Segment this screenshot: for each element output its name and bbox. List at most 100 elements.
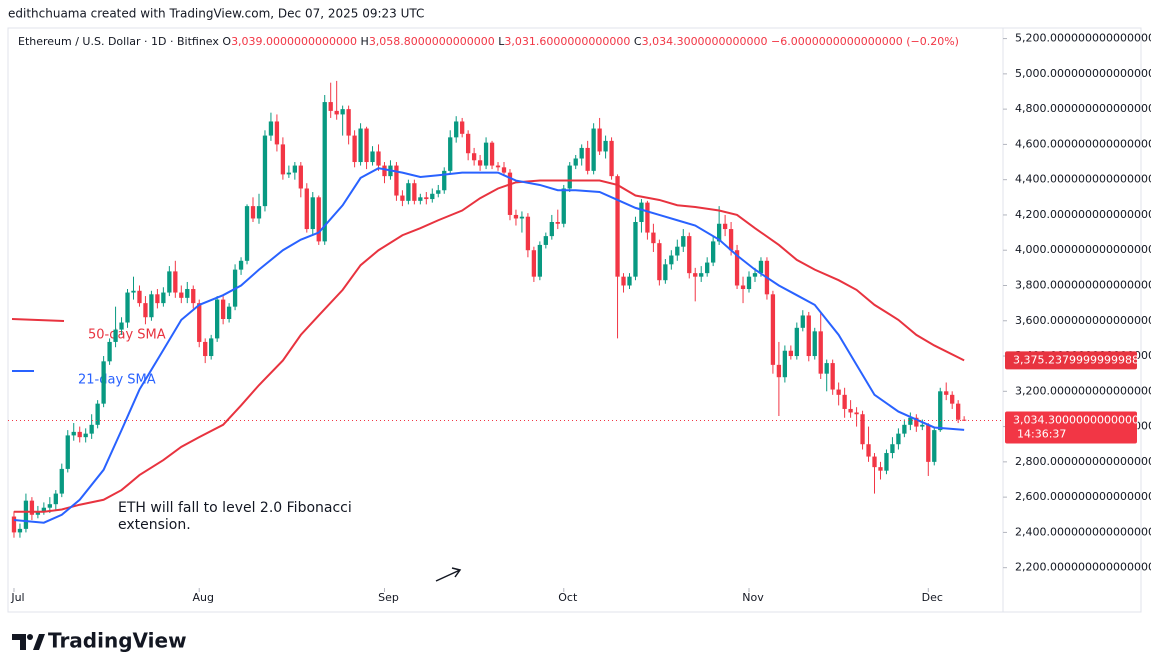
y-tick-label: 4,000.0000000000000000	[1015, 243, 1151, 256]
candle-body	[794, 327, 799, 357]
candle-body	[95, 403, 100, 425]
candle-body	[609, 140, 614, 177]
candle-body	[412, 183, 417, 201]
candle-body	[364, 128, 369, 163]
candle-body	[800, 315, 805, 328]
candle-body	[256, 206, 262, 219]
candle-body	[203, 341, 208, 357]
candle-body	[448, 137, 453, 171]
x-tick-label: Dec	[922, 591, 943, 604]
candle-body	[430, 193, 435, 200]
candle-body	[101, 361, 106, 404]
candle-body	[77, 431, 82, 438]
candle-body	[436, 190, 441, 194]
candle-body	[370, 151, 375, 163]
candle-body	[836, 389, 841, 395]
candle-body	[167, 271, 172, 293]
candle-body	[316, 197, 321, 242]
candle-body	[143, 303, 148, 318]
candle-body	[884, 453, 889, 471]
candle-body	[244, 206, 250, 261]
candle-body	[107, 341, 112, 362]
sma-line	[13, 167, 965, 524]
last-price-label: 3,034.3000000000000	[1013, 414, 1139, 427]
candle-body	[41, 507, 47, 512]
candle-body	[944, 391, 949, 395]
attribution: edithchuama created with TradingView.com…	[8, 7, 424, 21]
candle-body	[896, 433, 901, 445]
x-tick-label: Nov	[742, 591, 764, 604]
candle-body	[161, 292, 166, 304]
brand-logo	[12, 634, 45, 650]
candle-body	[669, 255, 674, 265]
candle-body	[65, 435, 70, 469]
candle-body	[705, 262, 710, 274]
candle-body	[215, 299, 220, 339]
candle-body	[902, 424, 907, 434]
sma-line	[13, 179, 965, 513]
y-tick-label: 4,400.0000000000000000	[1015, 173, 1151, 186]
annotation: ETH will fall to level 2.0 Fibonacci	[118, 500, 352, 516]
y-tick-label: 2,400.0000000000000000	[1015, 525, 1151, 538]
candle-body	[615, 176, 620, 277]
candle-body	[59, 468, 64, 494]
candle-body	[711, 241, 716, 263]
candle-body	[645, 202, 650, 233]
candle-body	[950, 394, 955, 404]
candle-body	[328, 102, 333, 111]
chart-frame	[7, 27, 1142, 613]
candle-body	[956, 403, 961, 420]
sma-price-label: 3,375.2379999999988	[1013, 353, 1139, 366]
candle-body	[938, 391, 943, 431]
candle-body	[687, 236, 692, 274]
candle-body	[699, 273, 704, 277]
candle-body	[507, 172, 513, 215]
candle-body	[537, 244, 543, 277]
candle-body	[185, 289, 190, 298]
candle-body	[716, 223, 722, 242]
candle-body	[238, 260, 244, 270]
candle-body	[543, 236, 548, 245]
candle-body	[567, 165, 572, 189]
candle-body	[872, 456, 877, 468]
candle-body	[489, 142, 495, 166]
candle-body	[657, 243, 662, 281]
candle-body	[585, 147, 590, 171]
x-tick-label: Jul	[10, 591, 24, 604]
candle-body	[352, 135, 357, 163]
candle-body	[788, 350, 793, 357]
candle-body	[149, 294, 154, 318]
candle-body	[549, 222, 554, 237]
candle-body	[914, 417, 919, 427]
candle-body	[23, 500, 29, 529]
candle-body	[866, 444, 871, 457]
candle-body	[226, 306, 232, 319]
candle-body	[376, 151, 381, 166]
y-tick-label: 3,600.0000000000000000	[1015, 314, 1151, 327]
candle-body	[597, 128, 602, 152]
candle-body	[621, 276, 626, 286]
candle-body	[818, 331, 823, 374]
countdown: 14:36:37	[1017, 428, 1066, 441]
candles	[11, 80, 967, 538]
sma50-label: 50-day SMA	[88, 328, 166, 343]
candle-body	[197, 303, 202, 342]
candle-body	[561, 188, 566, 224]
candle-body	[531, 250, 537, 277]
last-price-label-bg	[1005, 411, 1137, 444]
y-tick-label: 3,800.0000000000000000	[1015, 278, 1151, 291]
candle-body	[125, 292, 130, 323]
candle-body	[400, 195, 405, 201]
y-tick-label: 2,200.0000000000000000	[1015, 561, 1151, 574]
candle-body	[675, 246, 680, 256]
candle-body	[137, 290, 142, 304]
candle-body	[782, 350, 788, 378]
candle-body	[728, 229, 734, 251]
candle-body	[842, 394, 847, 409]
candle-body	[268, 121, 274, 136]
sma50-legend-line	[11, 318, 65, 322]
candle-body	[651, 232, 656, 244]
candle-body	[209, 338, 214, 357]
candle-body	[860, 414, 865, 445]
candle-body	[812, 331, 817, 357]
